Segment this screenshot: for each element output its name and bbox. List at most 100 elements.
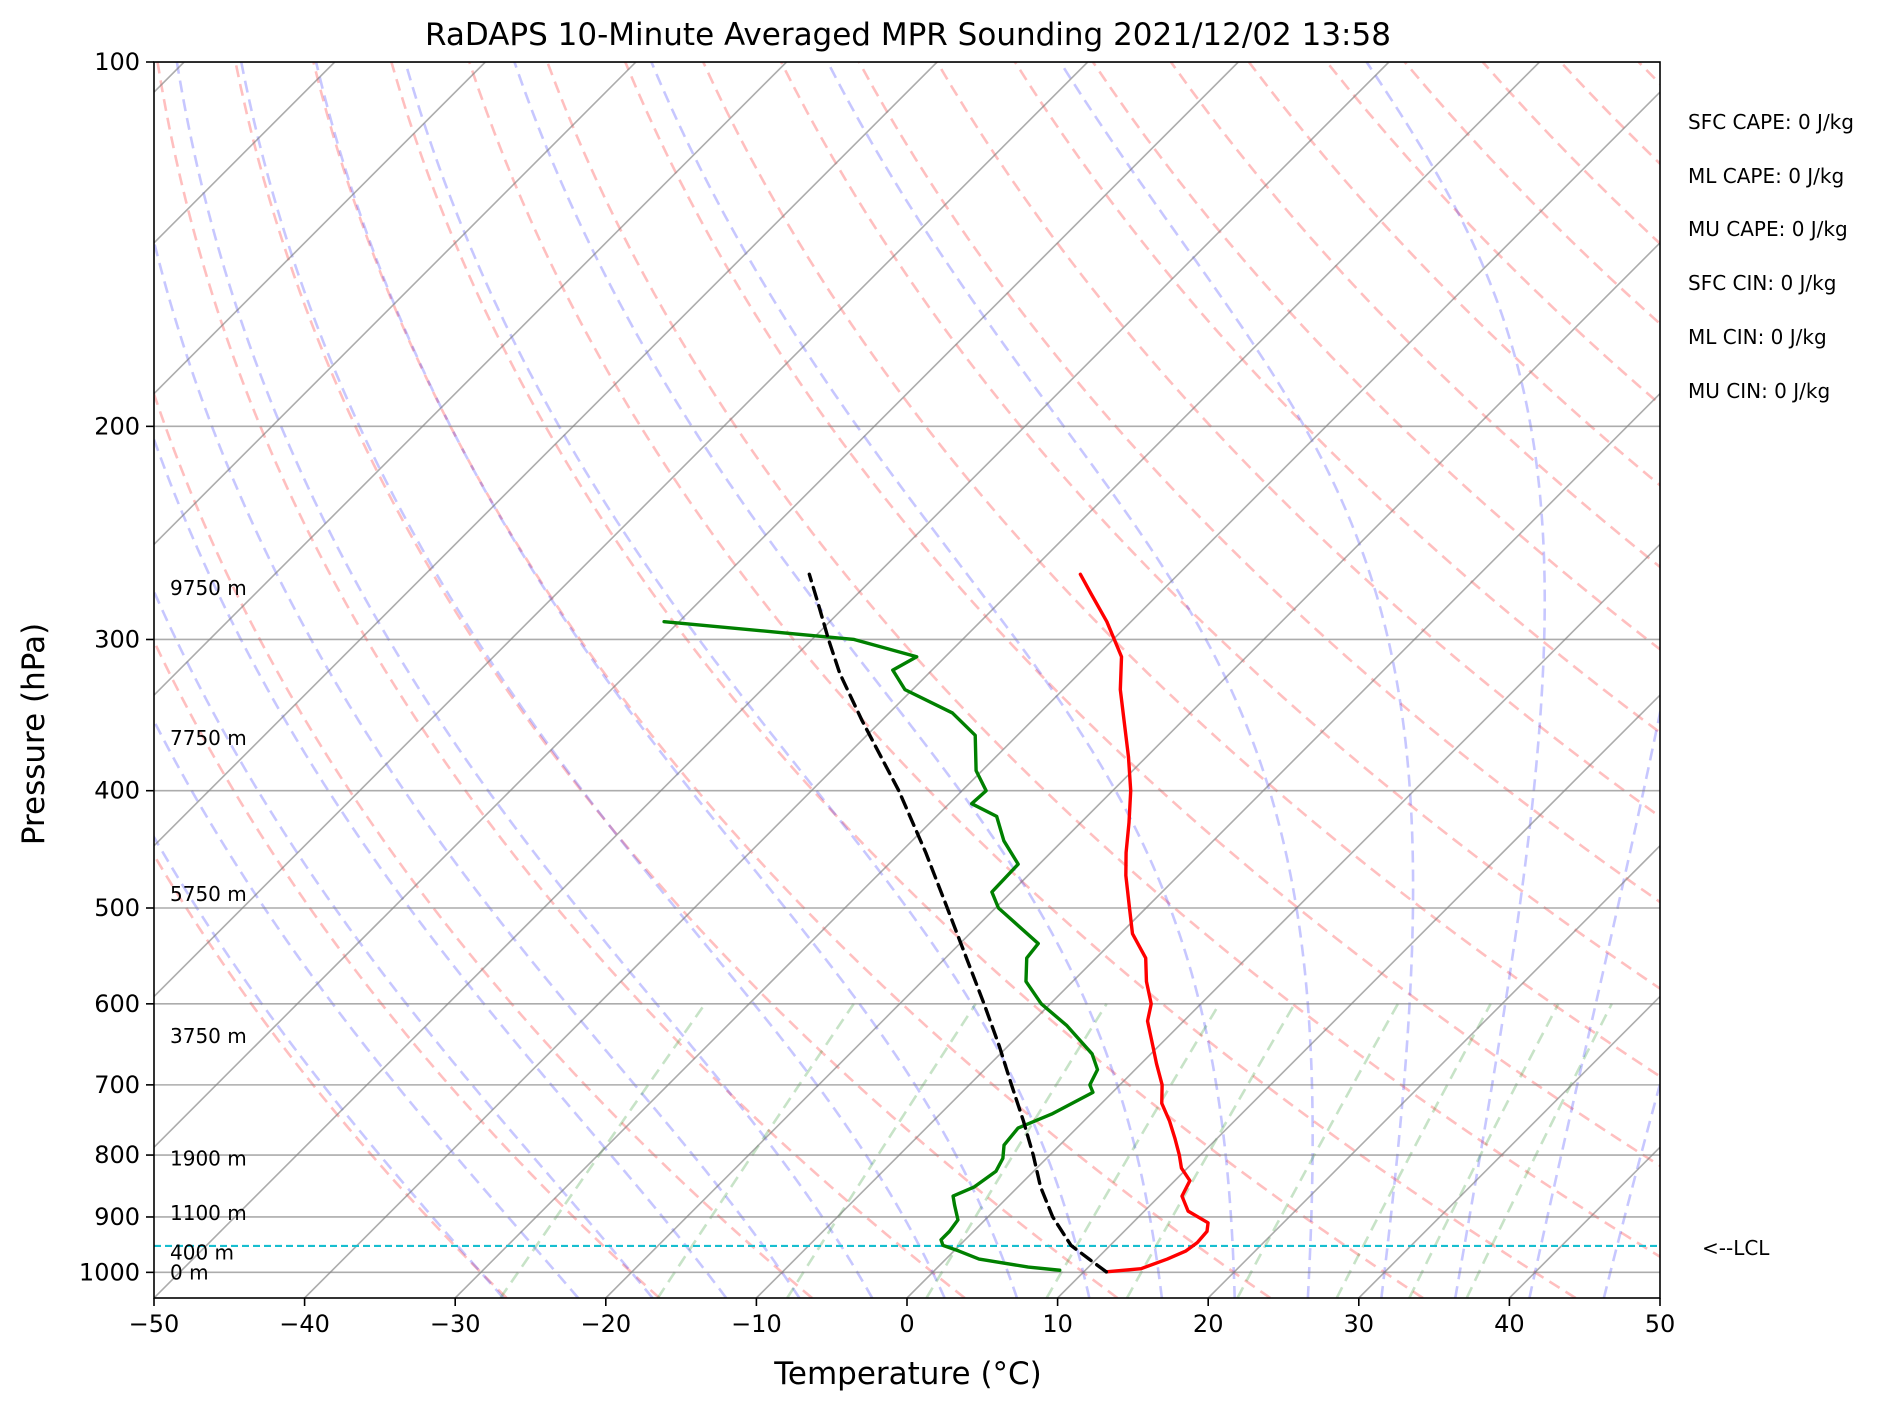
isotherm-line — [454, 91, 1660, 1298]
moist-adiabat-line — [154, 834, 505, 1298]
stat-mu-cin: MU CIN: 0 J/kg — [1688, 379, 1830, 403]
x-tick-label: −40 — [279, 1310, 330, 1338]
isotherm-line — [1207, 844, 1660, 1298]
height-label: 1100 m — [170, 1201, 247, 1225]
x-tick-label: 30 — [1344, 1310, 1375, 1338]
x-tick-label: 20 — [1193, 1310, 1224, 1338]
dry-adiabat-line — [234, 62, 1119, 1298]
stat-sfc-cape: SFC CAPE: 0 J/kg — [1688, 110, 1854, 134]
isotherm-line — [1057, 693, 1660, 1298]
mixing-ratio-line — [786, 1003, 977, 1298]
x-tick-label: 10 — [1042, 1310, 1073, 1338]
mixing-ratio-line — [499, 1003, 707, 1298]
moist-adiabat-line — [239, 62, 946, 1298]
dry-adiabat-line — [154, 389, 813, 1298]
isotherm-line — [154, 62, 1390, 1298]
lcl-label: <--LCL — [1702, 1236, 1770, 1260]
isotherm-line — [304, 62, 1541, 1298]
dry-adiabat-line — [1637, 62, 1660, 86]
stats-group: SFC CAPE: 0 J/kg ML CAPE: 0 J/kg MU CAPE… — [1688, 110, 1854, 403]
moist-adiabat-line — [826, 62, 1314, 1298]
stat-mu-cape: MU CAPE: 0 J/kg — [1688, 217, 1848, 241]
mixing-ratio-line — [1408, 1003, 1560, 1298]
moist-adiabat-line — [1059, 62, 1415, 1298]
moist-adiabat-line — [404, 62, 1091, 1298]
mixing-ratio-line — [1236, 1003, 1400, 1298]
dry-adiabat-line — [468, 62, 1577, 1298]
dry-adiabat-line — [1013, 62, 1660, 735]
parcel-line — [807, 572, 1109, 1274]
dry-adiabat-line — [857, 62, 1660, 904]
dry-adiabat-line — [1325, 62, 1660, 406]
dry-adiabat-line — [546, 62, 1660, 1259]
moist-adiabat-line — [1528, 706, 1660, 1298]
mixing-ratio-line — [656, 1003, 855, 1298]
dry-adiabat-line — [1169, 62, 1660, 569]
y-tick-label: 400 — [94, 777, 140, 805]
height-label: 400 m — [170, 1241, 234, 1265]
dry-adiabat-line — [1559, 62, 1660, 166]
moist-adiabat-line — [175, 62, 874, 1298]
moist-adiabat-line — [1365, 62, 1547, 1298]
isotherm-line — [154, 62, 486, 395]
isotherm-line — [154, 62, 788, 697]
isotherm-line — [1659, 1296, 1660, 1298]
dewpoint-line — [662, 619, 1100, 1272]
mixing-ratio-line — [1045, 1003, 1221, 1298]
moist-adiabat-line — [154, 236, 801, 1298]
y-tick-label: 200 — [94, 412, 140, 440]
isotherm-line — [605, 241, 1660, 1298]
height-label: 7750 m — [170, 726, 247, 750]
x-tick-label: 0 — [899, 1310, 914, 1338]
plot-area — [154, 62, 1882, 1298]
x-tick-label: −50 — [129, 1310, 180, 1338]
x-tick-label: −20 — [580, 1310, 631, 1338]
chart-title: RaDAPS 10-Minute Averaged MPR Sounding 2… — [425, 17, 1391, 53]
isotherm-line — [1358, 995, 1660, 1298]
mixing-ratio-line — [1335, 1003, 1492, 1298]
dry-adiabat-line — [779, 62, 1660, 991]
y-axis-title: Pressure (hPa) — [16, 623, 52, 845]
stat-ml-cape: ML CAPE: 0 J/kg — [1688, 164, 1844, 188]
mixing-ratio-line — [1125, 1003, 1296, 1298]
height-label: 9750 m — [170, 576, 247, 600]
temperature-line — [1078, 572, 1210, 1274]
dry-adiabat-line — [1091, 62, 1660, 651]
moist-adiabat-line — [1602, 1079, 1660, 1298]
dry-adiabat-line — [702, 62, 1660, 1078]
y-tick-label: 600 — [94, 990, 140, 1018]
dry-adiabat-line — [1247, 62, 1660, 487]
dry-adiabat-line — [1403, 62, 1660, 326]
x-tick-label: 50 — [1645, 1310, 1676, 1338]
dry-adiabat-line — [312, 62, 1271, 1298]
stat-ml-cin: ML CIN: 0 J/kg — [1688, 325, 1827, 349]
y-tick-label: 500 — [94, 894, 140, 922]
y-tick-label: 900 — [94, 1203, 140, 1231]
height-label: 0 m — [170, 1260, 209, 1284]
x-tick-label: −10 — [731, 1310, 782, 1338]
isotherm-line — [154, 62, 938, 847]
isotherm-line — [755, 392, 1660, 1298]
y-tick-label: 700 — [94, 1071, 140, 1099]
moist-adiabat-line — [513, 62, 1164, 1298]
moist-adiabat-line — [314, 62, 1019, 1298]
y-tick-label: 100 — [94, 48, 140, 76]
dry-adiabat-line — [390, 62, 1424, 1298]
moist-adiabat-line — [154, 435, 728, 1298]
y-tick-label: 300 — [94, 625, 140, 653]
x-tick-label: −30 — [430, 1310, 481, 1338]
isotherm-line — [154, 62, 1239, 1149]
height-label: 5750 m — [170, 882, 247, 906]
mixing-ratio-line — [925, 1003, 1108, 1298]
mixing-ratio-line — [1465, 1003, 1613, 1298]
dry-adiabat-line — [624, 62, 1660, 1168]
isotherm-line — [906, 543, 1660, 1298]
dry-adiabat-line — [1717, 62, 1882, 1298]
stat-sfc-cin: SFC CIN: 0 J/kg — [1688, 271, 1836, 295]
isotherm-line — [154, 62, 637, 546]
height-label: 3750 m — [170, 1024, 247, 1048]
dry-adiabat-line — [935, 62, 1660, 819]
dry-adiabat-line — [154, 852, 508, 1298]
